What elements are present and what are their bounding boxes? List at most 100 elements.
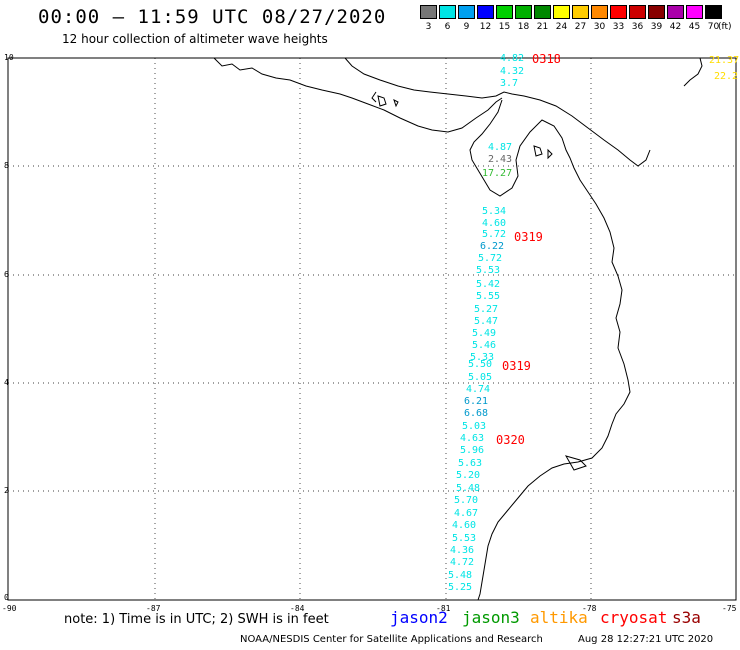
- pass-label: 0319: [514, 230, 543, 244]
- scale-tick-label: 6: [444, 22, 451, 32]
- lon-tick-label: -81: [436, 604, 451, 613]
- scale-tick-label: 36: [631, 22, 644, 32]
- swh-reading: 5.47: [474, 316, 499, 327]
- map-subtitle: 12 hour collection of altimeter wave hei…: [62, 32, 328, 46]
- scale-swatch: [420, 5, 437, 19]
- scale-tick-label: 27: [574, 22, 587, 32]
- lat-tick-label: 8: [4, 161, 9, 170]
- swh-reading: 5.20: [456, 470, 481, 481]
- swh-reading: 5.48: [456, 483, 481, 494]
- map-title: 00:00 – 11:59 UTC 08/27/2020: [38, 6, 387, 28]
- scale-tick-label: 70: [707, 22, 720, 32]
- swh-reading: 5.50: [468, 359, 493, 370]
- scale-tick-label: 39: [650, 22, 663, 32]
- grid-lines: [8, 57, 736, 600]
- mission-jason2: jason2: [390, 608, 448, 627]
- generated-timestamp: Aug 28 12:27:21 UTC 2020: [578, 634, 714, 645]
- scale-swatch: [439, 5, 456, 19]
- scale-swatch: [705, 5, 722, 19]
- scale-tick-label: 24: [555, 22, 568, 32]
- swh-reading: 4.36: [450, 545, 475, 556]
- scale-tick-label: 21: [536, 22, 549, 32]
- scale-unit-label: (ft): [718, 22, 732, 32]
- mission-cryosat: cryosat: [600, 608, 668, 627]
- lon-tick-label: -78: [582, 604, 597, 613]
- pass-label: 0320: [496, 433, 525, 447]
- scale-swatch: [477, 5, 494, 19]
- scale-swatch: [572, 5, 589, 19]
- swh-reading: 5.46: [472, 340, 497, 351]
- swh-reading: 5.03: [462, 421, 487, 432]
- lat-tick-label: 4: [4, 378, 9, 387]
- swh-reading: 5.63: [458, 458, 483, 469]
- scale-tick-label: 9: [463, 22, 470, 32]
- swh-reading: 5.70: [454, 495, 479, 506]
- swh-reading: 4.82: [500, 53, 525, 64]
- swh-reading: 6.68: [464, 408, 489, 419]
- swh-reading: 5.72: [482, 229, 507, 240]
- mission-altika: altika: [530, 608, 588, 627]
- scale-swatch: [496, 5, 513, 19]
- lat-tick-label: 6: [4, 270, 9, 279]
- lat-tick-label: 0: [4, 593, 9, 602]
- scale-tick-label: 30: [593, 22, 606, 32]
- scale-swatch: [667, 5, 684, 19]
- map-frame: [7, 57, 737, 601]
- scale-tick-label: 12: [479, 22, 492, 32]
- pass-label: 0319: [502, 359, 531, 373]
- units-note: note: 1) Time is in UTC; 2) SWH is in fe…: [64, 612, 329, 627]
- coastline: [213, 57, 703, 601]
- scale-swatch: [648, 5, 665, 19]
- lon-tick-label: -75: [722, 604, 737, 613]
- scale-swatch: [686, 5, 703, 19]
- swh-reading: 4.60: [452, 520, 477, 531]
- swh-reading: 22.2: [714, 71, 739, 82]
- mission-jason3: jason3: [462, 608, 520, 627]
- swh-reading: 4.87: [488, 142, 513, 153]
- swh-reading: 5.34: [482, 206, 507, 217]
- swh-reading: 5.49: [472, 328, 497, 339]
- scale-tick-label: 33: [612, 22, 625, 32]
- swh-reading: 5.27: [474, 304, 499, 315]
- swh-reading: 4.72: [450, 557, 475, 568]
- scale-swatch: [458, 5, 475, 19]
- scale-tick-label: 18: [517, 22, 530, 32]
- lon-tick-label: -90: [2, 604, 17, 613]
- swh-reading: 3.7: [500, 78, 519, 89]
- scale-swatch: [629, 5, 646, 19]
- swh-reading: 5.33: [470, 352, 495, 363]
- scale-tick-label: 15: [498, 22, 511, 32]
- swh-reading: 5.96: [460, 445, 485, 456]
- swh-reading: 5.53: [476, 265, 501, 276]
- swh-reading: 5.05: [468, 372, 493, 383]
- swh-reading: 5.72: [478, 253, 503, 264]
- swh-reading: 5.53: [452, 533, 477, 544]
- scale-swatch: [591, 5, 608, 19]
- swh-reading: 21.37: [709, 55, 740, 66]
- swh-reading: 5.55: [476, 291, 501, 302]
- swh-reading: 5.48: [448, 570, 473, 581]
- scale-tick-label: 45: [688, 22, 701, 32]
- scale-swatch: [610, 5, 627, 19]
- swh-reading: 5.42: [476, 279, 501, 290]
- swh-reading: 5.25: [448, 582, 473, 593]
- swh-reading: 6.21: [464, 396, 489, 407]
- scale-swatch: [534, 5, 551, 19]
- pass-label: 0318: [532, 52, 561, 66]
- swh-reading: 4.32: [500, 66, 525, 77]
- lat-tick-label: 10: [4, 53, 14, 62]
- swh-reading: 2.43: [488, 154, 513, 165]
- swh-reading: 4.60: [482, 218, 507, 229]
- lon-tick-label: -87: [146, 604, 161, 613]
- swh-reading: 17.27: [482, 168, 513, 179]
- scale-tick-label: 3: [425, 22, 432, 32]
- swh-reading: 6.22: [480, 241, 505, 252]
- swh-reading: 4.74: [466, 384, 491, 395]
- lat-tick-label: 2: [4, 486, 9, 495]
- scale-tick-label: 42: [669, 22, 682, 32]
- scale-swatch: [515, 5, 532, 19]
- swh-reading: 4.67: [454, 508, 479, 519]
- scale-swatch: [553, 5, 570, 19]
- lon-tick-label: -84: [290, 604, 305, 613]
